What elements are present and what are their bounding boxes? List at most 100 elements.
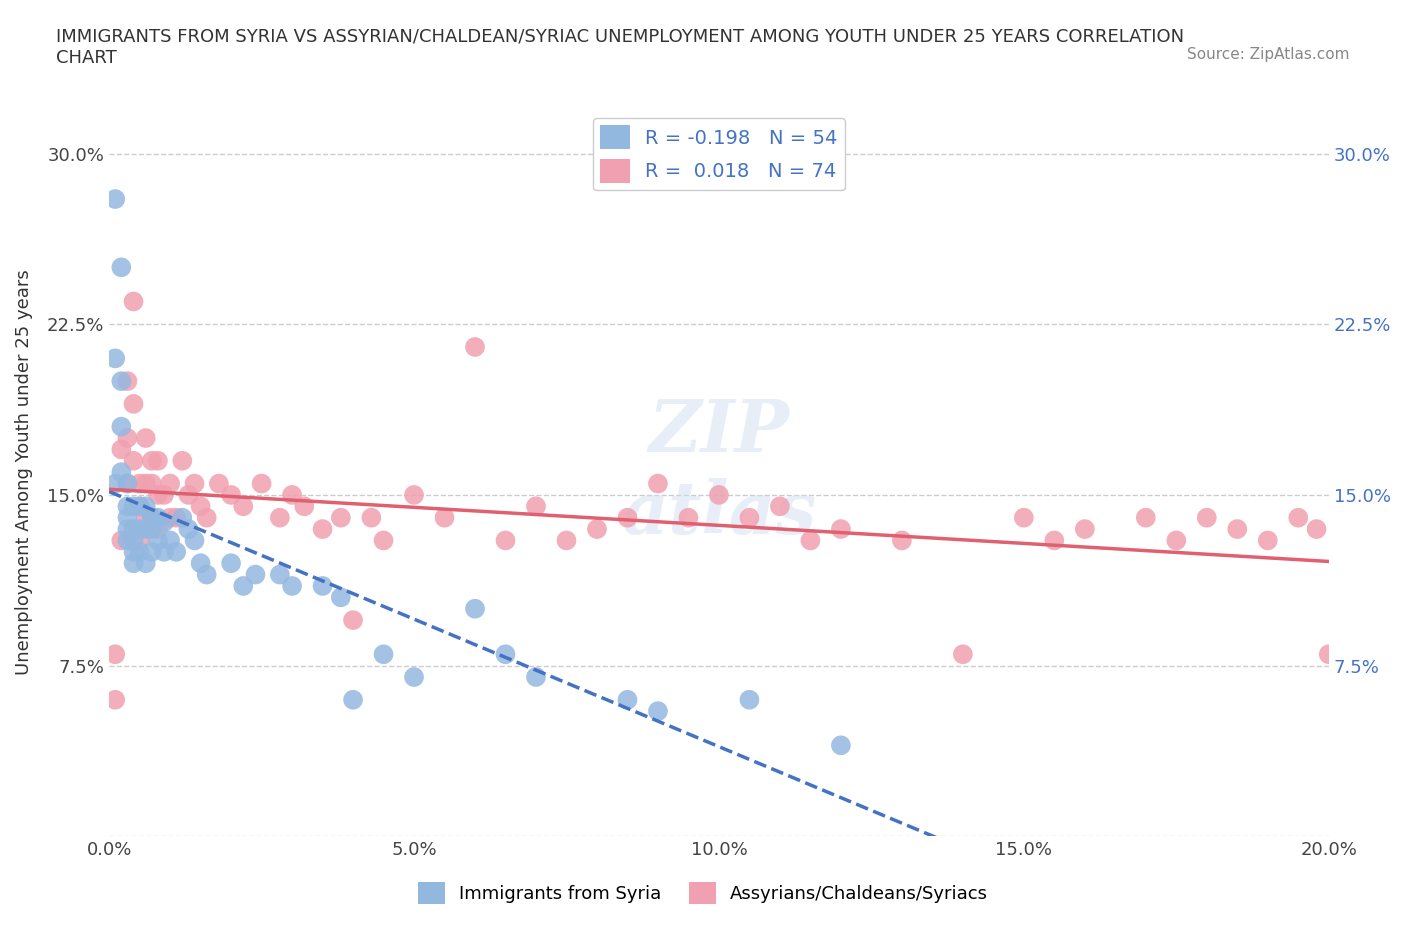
Point: [135, 431, 157, 445]
Point: [678, 511, 700, 525]
Point: [141, 522, 163, 537]
Point: [146, 522, 169, 537]
Point: [342, 692, 364, 707]
Point: [373, 646, 395, 661]
Point: [269, 567, 291, 582]
Point: [1135, 511, 1157, 525]
Point: [329, 511, 352, 525]
Point: [1043, 533, 1066, 548]
Point: [141, 453, 163, 468]
Point: [117, 511, 139, 525]
Point: [122, 498, 145, 513]
Point: [190, 498, 212, 513]
Point: [1074, 522, 1097, 537]
Point: [177, 487, 200, 502]
Point: [373, 533, 395, 548]
Point: [555, 533, 578, 548]
Point: [117, 431, 139, 445]
Point: [153, 515, 176, 530]
Point: [1166, 533, 1188, 548]
Point: [311, 522, 333, 537]
Point: [128, 498, 150, 513]
Point: [707, 487, 730, 502]
Point: [232, 578, 254, 593]
Text: IMMIGRANTS FROM SYRIA VS ASSYRIAN/CHALDEAN/SYRIAC UNEMPLOYMENT AMONG YOUTH UNDER: IMMIGRANTS FROM SYRIA VS ASSYRIAN/CHALDE…: [56, 28, 1184, 67]
Point: [117, 522, 139, 537]
Point: [122, 453, 145, 468]
Point: [110, 533, 132, 548]
Point: [159, 533, 181, 548]
Point: [281, 578, 304, 593]
Point: [402, 670, 425, 684]
Point: [208, 476, 231, 491]
Point: [281, 487, 304, 502]
Point: [647, 476, 669, 491]
Y-axis label: Unemployment Among Youth under 25 years: Unemployment Among Youth under 25 years: [15, 270, 32, 675]
Point: [110, 374, 132, 389]
Point: [128, 533, 150, 548]
Point: [153, 544, 176, 559]
Point: [738, 692, 761, 707]
Point: [141, 511, 163, 525]
Point: [165, 511, 187, 525]
Point: [647, 704, 669, 719]
Point: [117, 374, 139, 389]
Point: [433, 511, 456, 525]
Point: [122, 396, 145, 411]
Point: [269, 511, 291, 525]
Legend: Immigrants from Syria, Assyrians/Chaldeans/Syriacs: Immigrants from Syria, Assyrians/Chaldea…: [411, 875, 995, 911]
Point: [769, 498, 792, 513]
Point: [135, 476, 157, 491]
Point: [360, 511, 382, 525]
Point: [799, 533, 821, 548]
Point: [135, 511, 157, 525]
Point: [135, 556, 157, 571]
Point: [219, 487, 242, 502]
Point: [292, 498, 315, 513]
Point: [110, 442, 132, 457]
Point: [183, 533, 205, 548]
Point: [738, 511, 761, 525]
Point: [495, 646, 517, 661]
Text: Source: ZipAtlas.com: Source: ZipAtlas.com: [1187, 46, 1350, 61]
Point: [311, 578, 333, 593]
Point: [342, 613, 364, 628]
Point: [104, 476, 127, 491]
Point: [402, 487, 425, 502]
Point: [122, 556, 145, 571]
Point: [524, 498, 547, 513]
Point: [495, 533, 517, 548]
Point: [177, 522, 200, 537]
Point: [104, 646, 127, 661]
Point: [122, 533, 145, 548]
Point: [146, 453, 169, 468]
Point: [195, 567, 218, 582]
Point: [616, 692, 638, 707]
Point: [159, 476, 181, 491]
Point: [128, 498, 150, 513]
Point: [464, 339, 486, 354]
Legend: R = -0.198   N = 54, R =  0.018   N = 74: R = -0.198 N = 54, R = 0.018 N = 74: [592, 118, 845, 191]
Point: [104, 692, 127, 707]
Point: [245, 567, 267, 582]
Point: [141, 544, 163, 559]
Point: [159, 511, 181, 525]
Point: [1378, 704, 1400, 719]
Point: [146, 533, 169, 548]
Point: [117, 498, 139, 513]
Point: [117, 476, 139, 491]
Point: [172, 453, 194, 468]
Point: [232, 498, 254, 513]
Point: [952, 646, 974, 661]
Point: [104, 351, 127, 365]
Point: [195, 511, 218, 525]
Point: [1305, 522, 1327, 537]
Point: [146, 511, 169, 525]
Point: [110, 419, 132, 434]
Point: [1012, 511, 1035, 525]
Point: [146, 487, 169, 502]
Point: [1226, 522, 1249, 537]
Point: [616, 511, 638, 525]
Point: [122, 294, 145, 309]
Point: [122, 544, 145, 559]
